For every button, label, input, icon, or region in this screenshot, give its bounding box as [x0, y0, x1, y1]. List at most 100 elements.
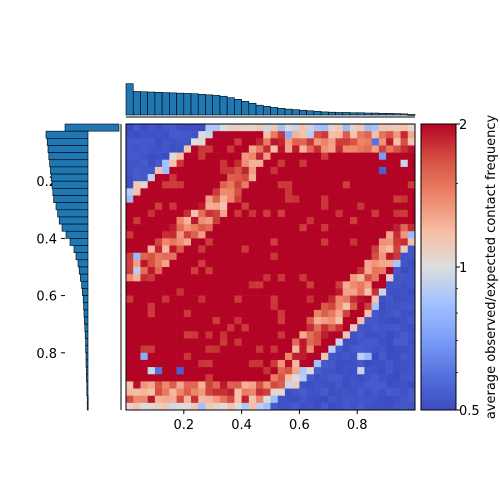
heatmap-cell [212, 331, 221, 339]
heatmap-cell [147, 331, 156, 339]
heatmap-cell [371, 224, 380, 232]
left-marginal-bar [50, 173, 89, 182]
heatmap-cell [154, 267, 163, 275]
heatmap-cell [407, 338, 416, 346]
heatmap-cell [349, 131, 358, 139]
heatmap-cell [313, 374, 322, 382]
heatmap-cell [342, 267, 351, 275]
heatmap-cell [183, 331, 192, 339]
heatmap-cell [335, 367, 344, 375]
heatmap-cell [191, 324, 199, 332]
heatmap-cell [313, 259, 322, 268]
heatmap-cell [263, 295, 271, 304]
heatmap-cell [270, 388, 279, 396]
heatmap-cell [342, 402, 351, 411]
heatmap-cell [393, 388, 401, 396]
left-marginal-bar [85, 345, 89, 354]
heatmap-cell [219, 181, 228, 189]
heatmap-cell [270, 281, 279, 289]
heatmap-cell [407, 159, 416, 168]
heatmap-cell [284, 252, 293, 261]
heatmap-cell [306, 359, 315, 368]
heatmap-cell [364, 224, 372, 232]
heatmap-cell [349, 395, 358, 404]
heatmap-cell [126, 288, 134, 296]
left-marginal-bar [85, 338, 89, 346]
heatmap-cell [147, 388, 156, 396]
heatmap-cell [400, 195, 409, 203]
heatmap-cell [227, 281, 235, 289]
left-marginal-bar [53, 195, 89, 203]
heatmap-cell [263, 224, 271, 232]
heatmap-cell [386, 124, 394, 132]
heatmap-cell [378, 274, 387, 282]
heatmap-cell [198, 145, 206, 153]
heatmap-cell [284, 209, 293, 218]
heatmap-cell [313, 402, 322, 411]
heatmap-cell [313, 367, 322, 375]
heatmap-cell [277, 188, 286, 196]
top-marginal-bar [342, 112, 351, 116]
heatmap-cell [371, 395, 380, 404]
heatmap-cell [126, 224, 134, 232]
heatmap-cell [256, 367, 264, 375]
heatmap-cell [378, 231, 387, 239]
heatmap-cell [371, 195, 380, 203]
heatmap-cell [270, 131, 279, 139]
heatmap-cell [183, 374, 192, 382]
heatmap-cell [393, 331, 401, 339]
heatmap-cell [292, 159, 300, 168]
heatmap-cell [263, 338, 271, 346]
heatmap-cell [205, 245, 213, 253]
heatmap-cell [183, 152, 192, 161]
heatmap-cell [248, 338, 257, 346]
heatmap-cell [277, 309, 286, 318]
heatmap-cell [306, 209, 315, 218]
heatmap-cell [263, 381, 271, 389]
heatmap-cell [198, 367, 206, 375]
heatmap-cell [407, 209, 416, 218]
heatmap-cell [277, 145, 286, 153]
heatmap-cell [270, 209, 279, 218]
heatmap-cell [328, 252, 336, 261]
left-marginal-bar [77, 259, 89, 268]
heatmap-cell [198, 224, 206, 232]
heatmap-cell [342, 338, 351, 346]
heatmap-cell [256, 381, 264, 389]
heatmap-cell [299, 317, 307, 325]
heatmap-cell [205, 388, 213, 396]
heatmap-cell [407, 202, 416, 211]
heatmap-cell [198, 166, 206, 175]
heatmap-cell [371, 374, 380, 382]
heatmap-cell [191, 188, 199, 196]
left-marginal-bar [82, 288, 89, 296]
colorbar-tick-label: 0.5 [459, 404, 480, 419]
heatmap-cell [126, 374, 134, 382]
heatmap-cell [227, 131, 235, 139]
heatmap-cell [364, 166, 372, 175]
heatmap-cell [205, 131, 213, 139]
heatmap-cell [263, 231, 271, 239]
heatmap-cell [248, 345, 257, 354]
heatmap-cell [306, 267, 315, 275]
heatmap-cell [256, 331, 264, 339]
heatmap-cell [335, 245, 344, 253]
heatmap-cell [241, 288, 250, 296]
heatmap-cell [378, 309, 387, 318]
heatmap-cell [241, 367, 250, 375]
heatmap-cell [299, 352, 307, 361]
heatmap-cell [248, 359, 257, 368]
heatmap-cell [407, 302, 416, 311]
heatmap-cell [205, 202, 213, 211]
heatmap-cell [349, 302, 358, 311]
heatmap-cell [140, 317, 148, 325]
heatmap-cell [299, 188, 307, 196]
heatmap-cell [248, 395, 257, 404]
heatmap-cell [400, 317, 409, 325]
heatmap-cell [176, 309, 185, 318]
heatmap-cell [227, 274, 235, 282]
heatmap-cell [176, 145, 185, 153]
heatmap-cell [205, 381, 213, 389]
heatmap-cell [154, 274, 163, 282]
heatmap-cell [357, 231, 365, 239]
